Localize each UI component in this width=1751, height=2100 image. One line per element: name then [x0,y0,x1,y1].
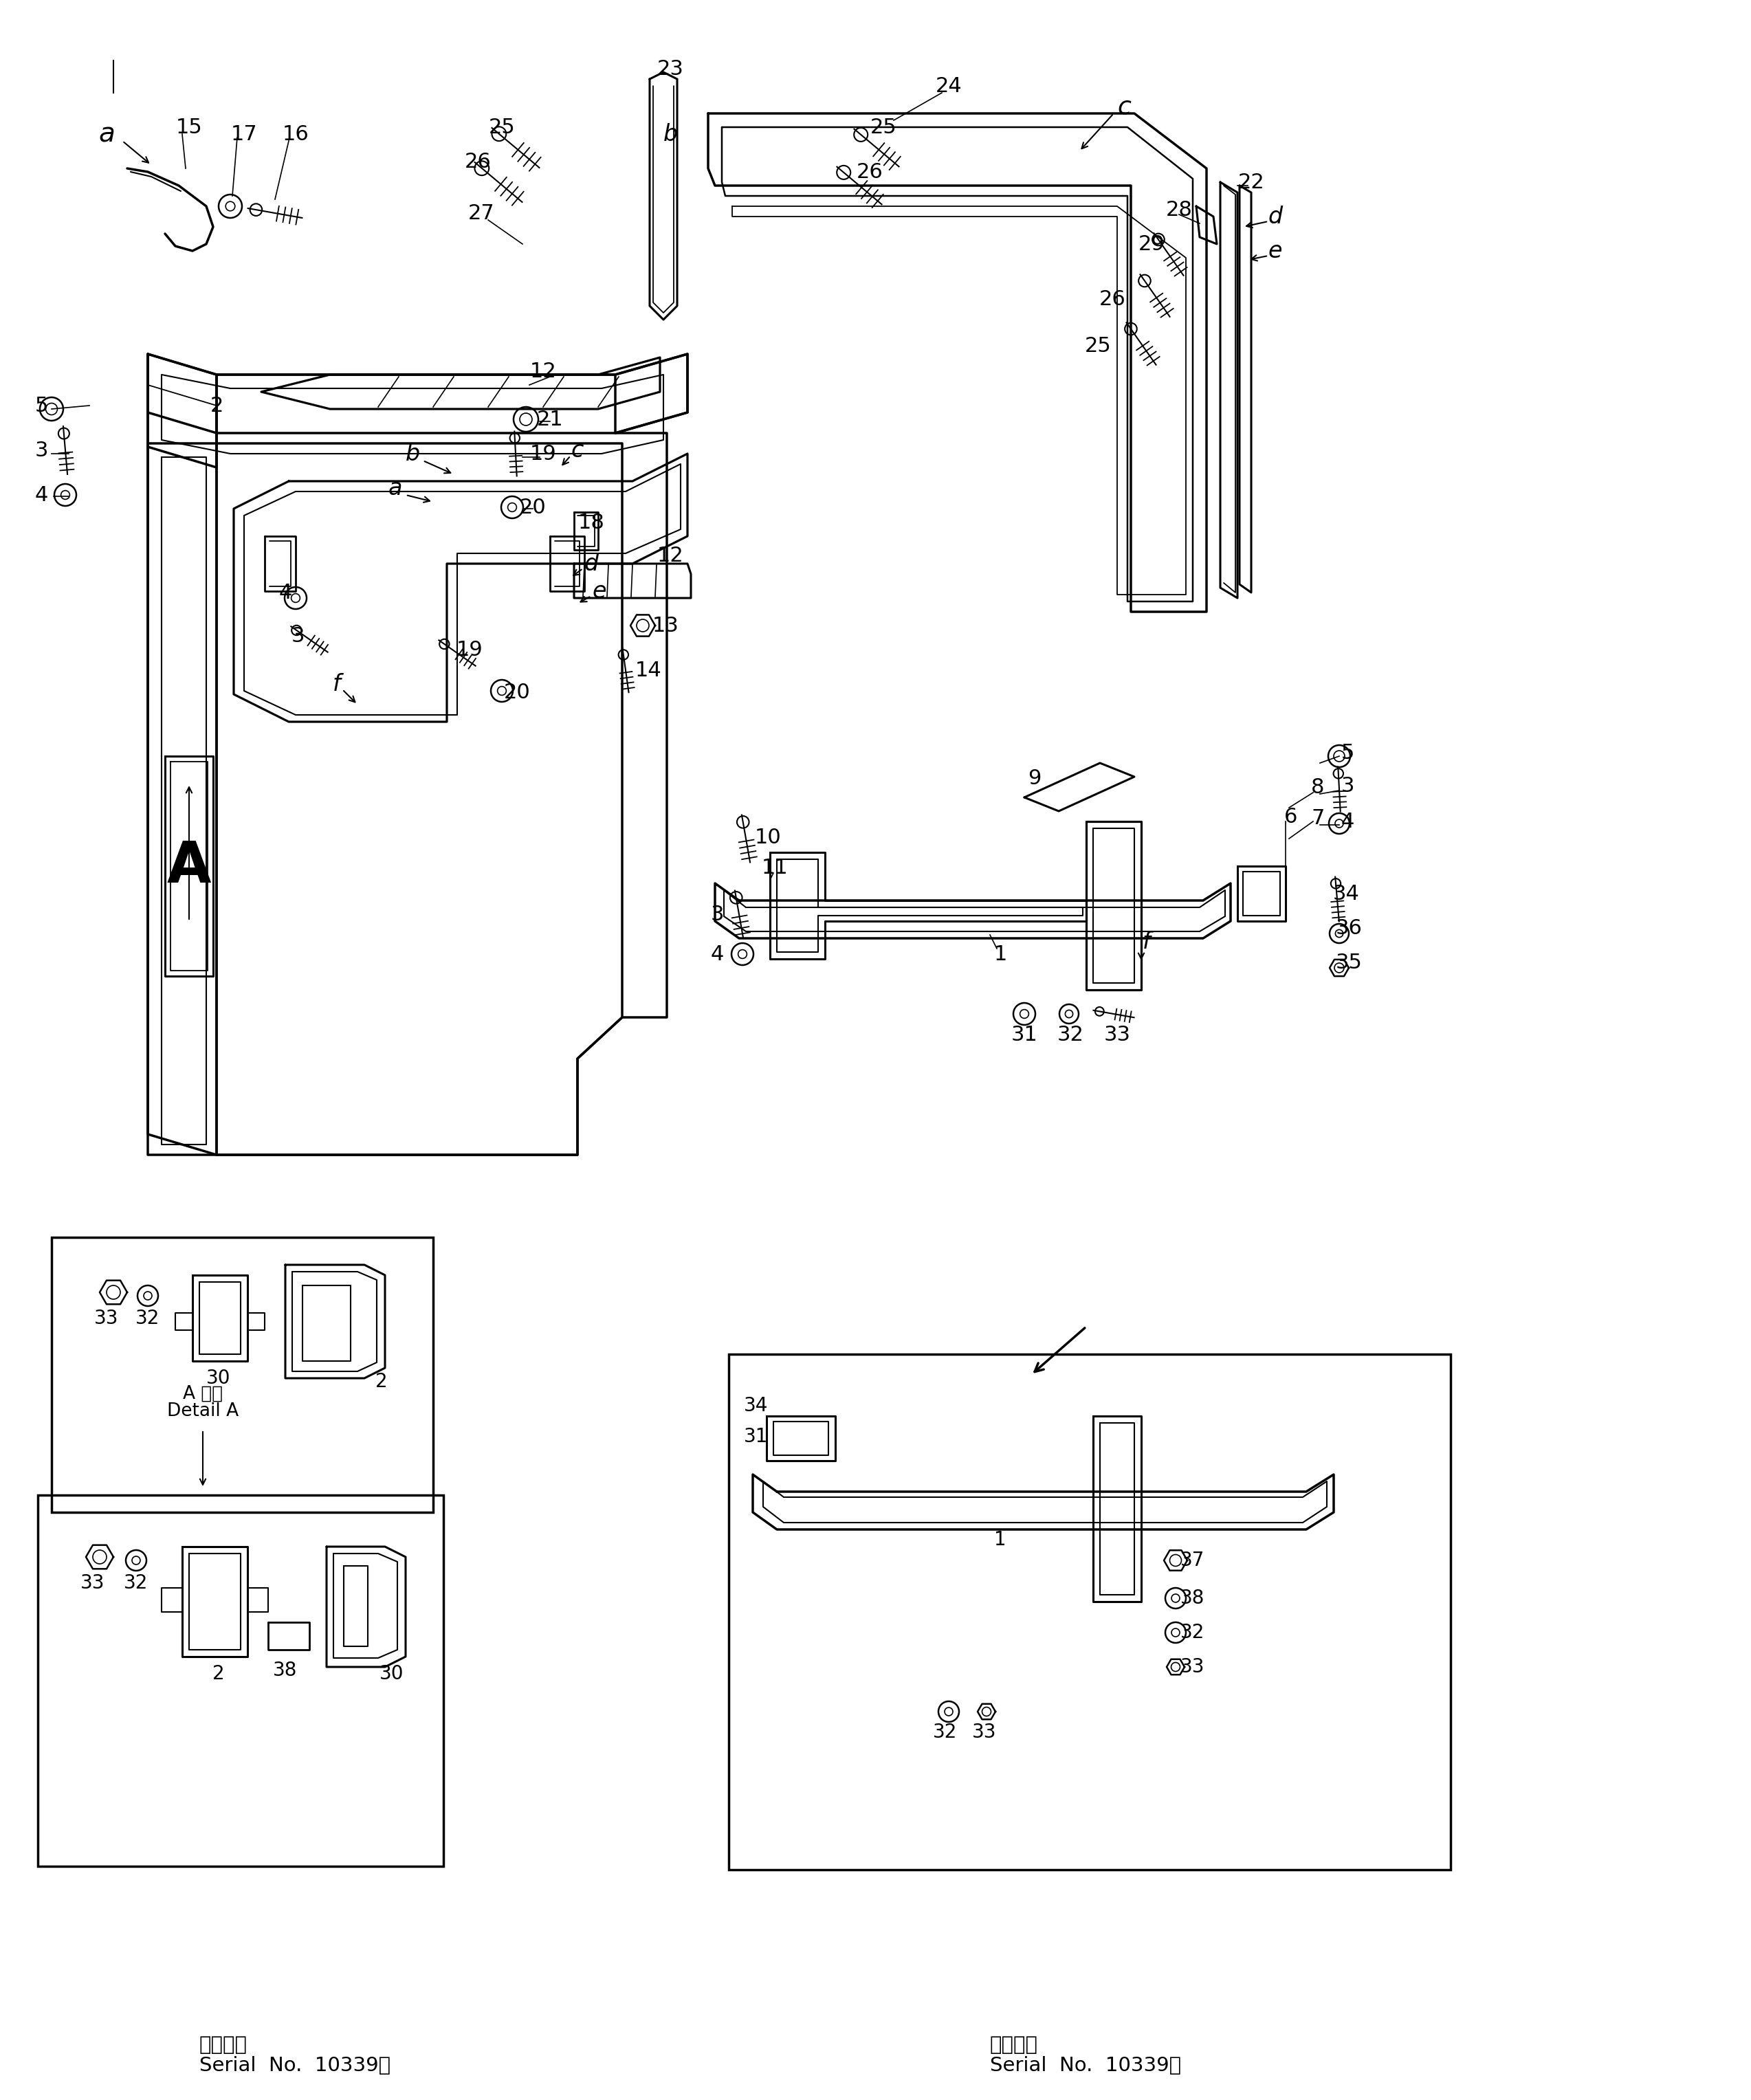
Text: f: f [333,672,341,695]
Text: A 詳細: A 詳細 [182,1386,222,1403]
Text: 21: 21 [536,410,564,428]
Text: d: d [1268,206,1282,229]
Text: 3: 3 [291,626,305,647]
Text: 3: 3 [1341,775,1354,796]
Circle shape [513,407,538,433]
Text: a: a [389,477,403,500]
Text: 9: 9 [1028,769,1042,788]
Text: 32: 32 [1058,1025,1084,1044]
Text: 31: 31 [1010,1025,1038,1044]
Text: 28: 28 [1166,200,1192,220]
Text: 17: 17 [231,124,257,145]
Text: 16: 16 [282,124,308,145]
Text: 7: 7 [1311,808,1324,827]
Text: 1: 1 [993,945,1007,964]
Text: 12: 12 [531,361,557,382]
Text: 33: 33 [1103,1025,1131,1044]
Text: 20: 20 [520,498,546,517]
Text: c: c [1117,94,1131,118]
Text: 24: 24 [935,76,961,97]
Circle shape [1329,745,1350,766]
Text: Serial  No.  10339～: Serial No. 10339～ [989,2056,1182,2075]
Text: 29: 29 [1138,233,1164,254]
Text: e: e [592,580,606,603]
Text: 13: 13 [651,615,679,636]
Text: 2: 2 [210,395,222,416]
Text: 15: 15 [175,118,203,136]
Text: 5: 5 [1341,743,1354,762]
Text: a: a [98,122,116,147]
Text: 32: 32 [124,1573,149,1592]
Text: 26: 26 [464,151,490,172]
Text: 30: 30 [207,1369,231,1388]
Text: 35: 35 [1336,953,1362,972]
Text: 2: 2 [212,1663,224,1684]
Text: 25: 25 [870,118,897,136]
Text: 4: 4 [35,485,47,504]
Text: 34: 34 [744,1396,769,1415]
Text: b: b [664,122,678,145]
Text: 26: 26 [856,162,883,183]
Text: 38: 38 [273,1661,298,1680]
Text: 1: 1 [995,1531,1007,1550]
Text: 26: 26 [1100,290,1126,309]
Text: c: c [571,439,583,462]
Bar [728,1354,1450,1869]
Text: 3: 3 [711,905,723,924]
Text: 32: 32 [135,1308,159,1327]
Text: 32: 32 [1180,1623,1205,1642]
Bar [51,1237,432,1512]
Text: 8: 8 [1311,777,1324,798]
Text: 4: 4 [711,945,723,964]
Text: 11: 11 [762,857,788,878]
Text: 4: 4 [278,582,292,603]
Text: A: A [166,838,212,895]
Text: 適用号機: 適用号機 [989,2035,1038,2054]
Text: 2: 2 [375,1371,387,1392]
Text: 6: 6 [1285,806,1297,827]
Text: 33: 33 [81,1573,105,1592]
Text: e: e [1268,239,1282,262]
Text: 18: 18 [578,512,604,533]
Text: 20: 20 [504,682,531,701]
Text: 14: 14 [636,659,662,680]
Text: 36: 36 [1336,918,1362,939]
Text: Serial  No.  10339～: Serial No. 10339～ [200,2056,390,2075]
Text: 27: 27 [468,204,494,223]
Text: 37: 37 [1180,1550,1205,1571]
Text: 33: 33 [95,1308,119,1327]
Text: Detail A: Detail A [166,1403,238,1420]
Text: 33: 33 [972,1722,996,1741]
Text: 25: 25 [489,118,515,136]
Text: 4: 4 [1341,811,1354,832]
Bar [39,1495,443,1867]
Text: d: d [585,552,599,575]
Text: f: f [1143,930,1150,953]
Circle shape [40,397,63,420]
Text: 30: 30 [380,1663,404,1684]
Text: 5: 5 [35,395,47,416]
Text: 10: 10 [755,827,781,846]
Text: 3: 3 [35,441,47,460]
Text: 32: 32 [933,1722,958,1741]
Text: 19: 19 [457,640,483,659]
Text: 22: 22 [1238,172,1264,191]
Text: 23: 23 [657,59,683,78]
Text: 34: 34 [1333,884,1359,903]
Text: 38: 38 [1180,1588,1205,1609]
Text: b: b [404,443,420,464]
Text: 31: 31 [744,1428,769,1447]
Text: 19: 19 [531,443,557,464]
Text: 適用号機: 適用号機 [200,2035,247,2054]
Text: 12: 12 [657,546,683,565]
Text: 33: 33 [1180,1657,1205,1676]
Text: 25: 25 [1084,336,1112,355]
